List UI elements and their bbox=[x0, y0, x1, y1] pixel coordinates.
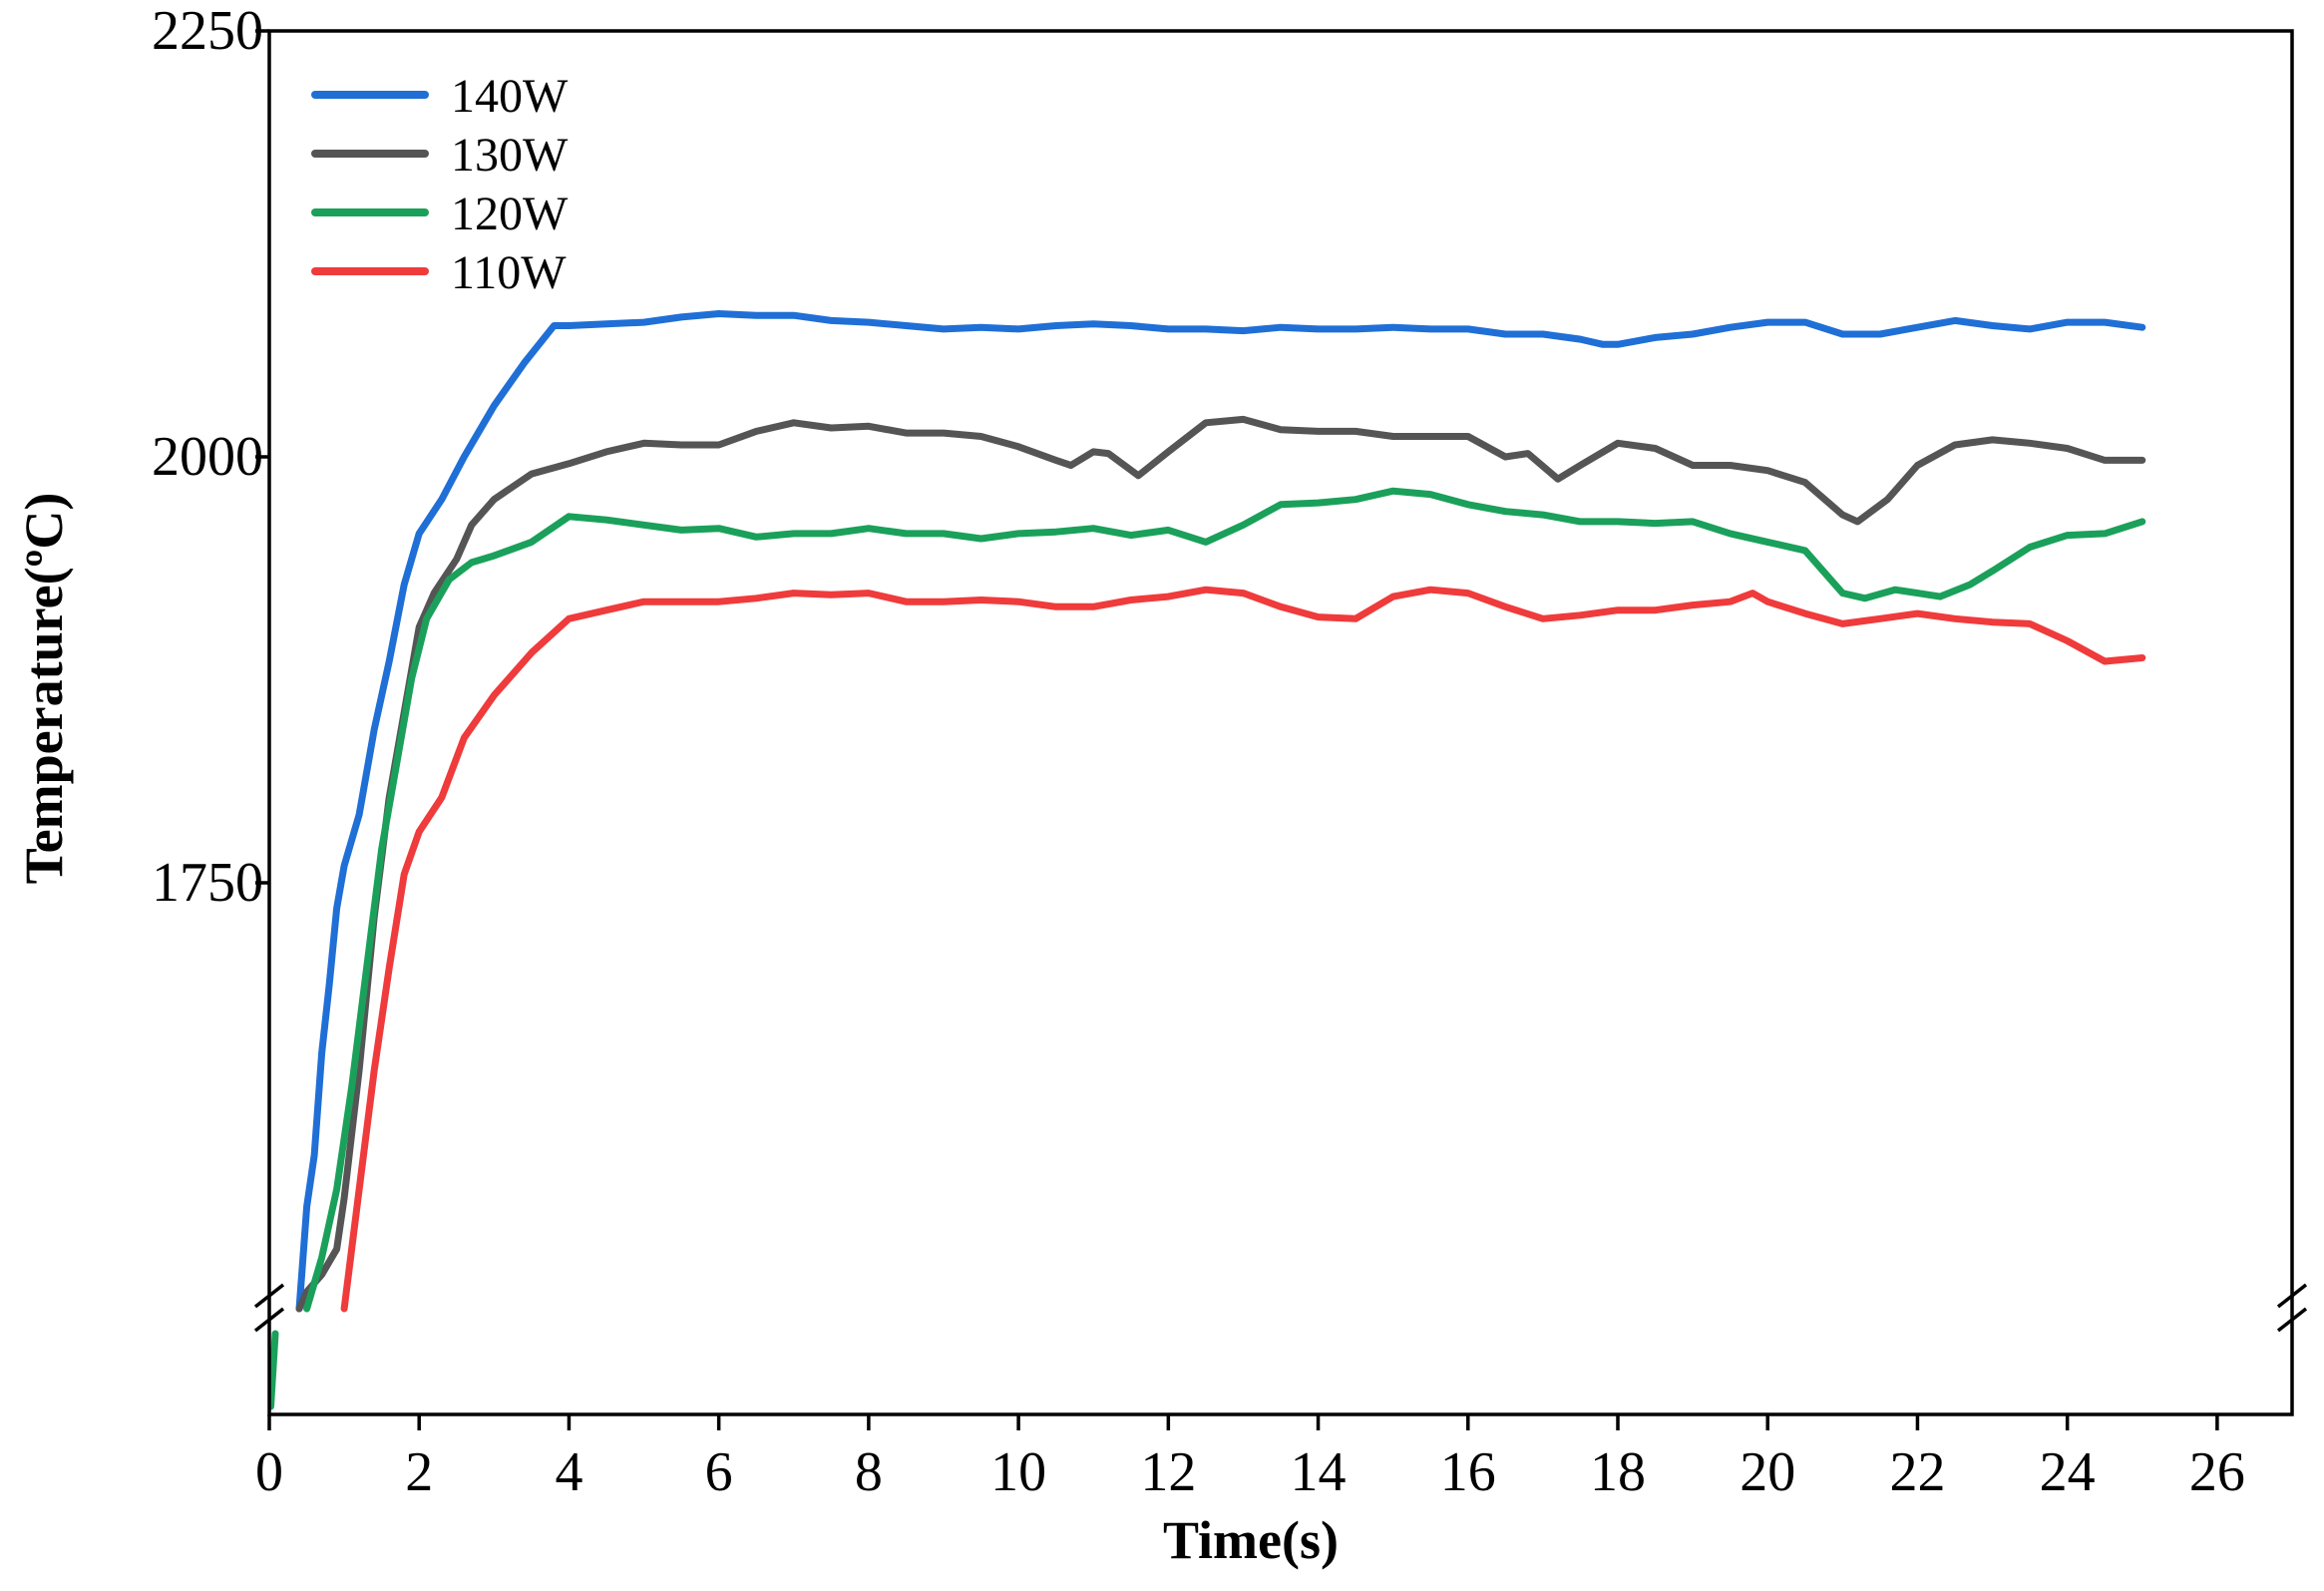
y-tick-label: 1750 bbox=[152, 852, 263, 914]
x-tick-label: 12 bbox=[1140, 1441, 1196, 1503]
x-tick-label: 18 bbox=[1590, 1441, 1646, 1503]
legend-label-140w: 140W bbox=[451, 70, 569, 123]
legend-label-110w: 110W bbox=[451, 246, 567, 299]
y-axis-ticks: 1750 2000 2250 bbox=[152, 0, 269, 914]
legend-label-130w: 130W bbox=[451, 129, 569, 182]
x-tick-label: 0 bbox=[255, 1441, 283, 1503]
x-axis-ticks: 0 2 4 6 8 10 12 14 16 18 20 22 24 26 bbox=[255, 1414, 2245, 1503]
x-tick-label: 2 bbox=[405, 1441, 433, 1503]
series-line-110w bbox=[340, 586, 2146, 1313]
series-layer bbox=[269, 310, 2146, 1410]
x-tick-label: 10 bbox=[990, 1441, 1046, 1503]
x-tick-label: 26 bbox=[2189, 1441, 2245, 1503]
x-tick-label: 14 bbox=[1291, 1441, 1347, 1503]
x-tick-label: 4 bbox=[555, 1441, 582, 1503]
plot-frame bbox=[267, 29, 2294, 1416]
legend: 140W 130W 120W 110W bbox=[311, 70, 569, 299]
series-line-120w bbox=[303, 487, 2146, 1313]
x-tick-label: 6 bbox=[705, 1441, 733, 1503]
x-tick-label: 22 bbox=[1889, 1441, 1945, 1503]
x-tick-label: 24 bbox=[2040, 1441, 2096, 1503]
y-tick-label: 2000 bbox=[152, 426, 263, 488]
legend-label-120w: 120W bbox=[451, 188, 569, 240]
y-axis-title: Temperature(ºC) bbox=[14, 493, 74, 885]
series-line-130w bbox=[295, 415, 2146, 1313]
x-axis-title: Time(s) bbox=[1163, 1510, 1339, 1570]
series-line-140w bbox=[295, 310, 2146, 1313]
y-tick-label: 2250 bbox=[152, 0, 263, 62]
x-tick-label: 20 bbox=[1740, 1441, 1795, 1503]
x-tick-label: 8 bbox=[855, 1441, 883, 1503]
x-tick-label: 16 bbox=[1440, 1441, 1496, 1503]
axis-break-marks bbox=[253, 1283, 2308, 1333]
series-line-below-break bbox=[269, 1330, 279, 1410]
